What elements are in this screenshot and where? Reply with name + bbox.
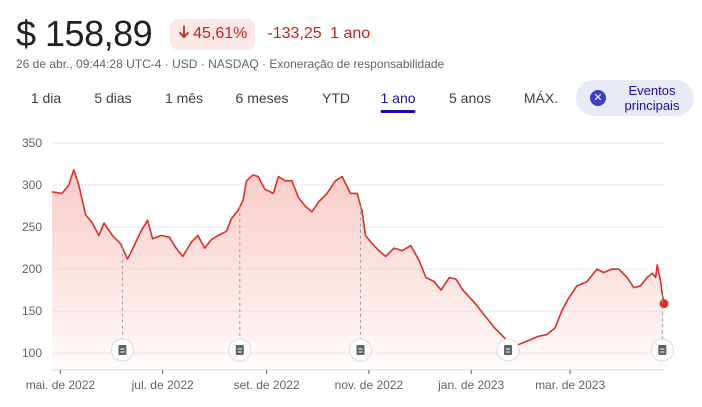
price-row: $ 158,89 45,61% -133,25 1 ano — [16, 12, 370, 56]
key-events-label: Eventos principais — [616, 83, 688, 113]
price-chart: 100 150 200 250 300 350 mai. de 2022 jul. de 20… — [22, 136, 674, 392]
price-line — [51, 169, 665, 350]
change-period: 1 ano — [330, 25, 371, 42]
x-tick-label: jul. de 2022 — [131, 378, 194, 392]
change-absolute-group: -133,25 1 ano — [267, 25, 370, 43]
y-tick-label: 300 — [22, 178, 42, 192]
key-events-label-line2: principais — [624, 98, 680, 113]
change-percent-badge: 45,61% — [170, 18, 256, 50]
change-percent: 45,61% — [193, 25, 248, 42]
range-tabs: 1 dia 5 dias 1 mês 6 meses YTD 1 ano 5 a… — [0, 82, 702, 118]
key-events-button[interactable]: ✕ Eventos principais — [576, 80, 694, 116]
close-circle-icon: ✕ — [590, 90, 606, 106]
current-price-dot — [659, 299, 669, 309]
arrow-down-icon — [178, 25, 190, 44]
document-icon — [118, 345, 127, 355]
quote-meta: 26 de abr., 09:44:28 UTC-4 · USD · NASDA… — [16, 57, 445, 71]
tab-6-months[interactable]: 6 meses — [235, 90, 289, 106]
tab-5-days[interactable]: 5 dias — [94, 90, 132, 106]
tab-1-year[interactable]: 1 ano — [380, 90, 416, 113]
y-tick-label: 150 — [22, 304, 42, 318]
y-tick-label: 200 — [22, 262, 42, 276]
x-tick-label: jan. de 2023 — [437, 378, 504, 392]
tab-1-day[interactable]: 1 dia — [30, 90, 62, 106]
y-tick-label: 250 — [22, 220, 42, 234]
change-absolute: -133,25 — [267, 25, 322, 42]
price-area-fill — [52, 169, 664, 370]
tab-5-years[interactable]: 5 anos — [448, 90, 492, 106]
tab-max[interactable]: MÁX. — [523, 90, 559, 106]
y-tick-label: 350 — [22, 136, 42, 150]
x-tick-label: mai. de 2022 — [26, 378, 96, 392]
document-icon — [504, 345, 513, 355]
document-icon — [658, 345, 667, 355]
y-tick-label: 100 — [22, 346, 42, 360]
x-tick-label: set. de 2022 — [234, 378, 300, 392]
key-events-label-line1: Eventos — [628, 83, 676, 98]
current-price: $ 158,89 — [16, 13, 153, 54]
x-tick-label: nov. de 2022 — [335, 378, 404, 392]
tab-ytd[interactable]: YTD — [322, 90, 350, 106]
document-icon — [235, 345, 244, 355]
x-tick-label: mar. de 2023 — [535, 378, 605, 392]
document-icon — [356, 345, 365, 355]
tab-1-month[interactable]: 1 mês — [164, 90, 204, 106]
